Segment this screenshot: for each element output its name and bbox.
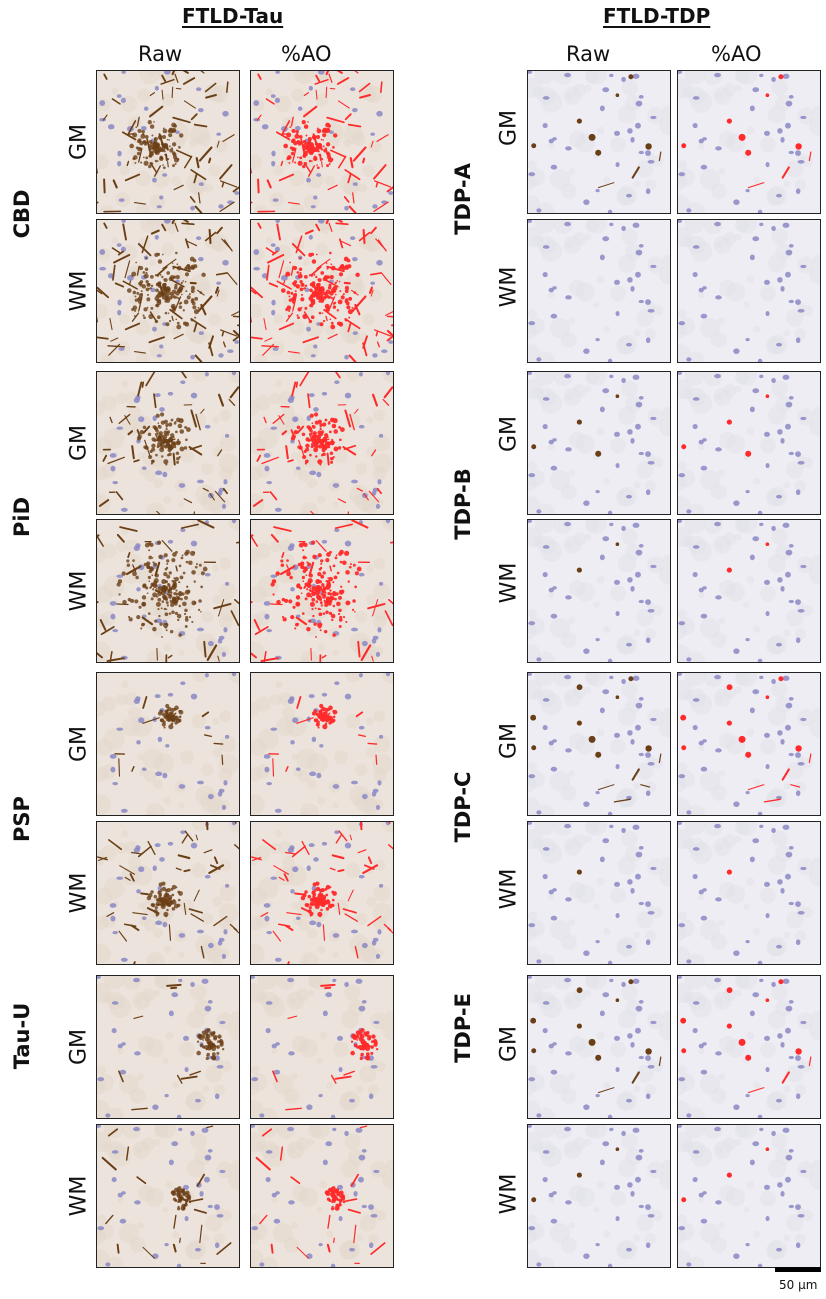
column-header-ao-tdp: %AO — [711, 42, 762, 66]
subrow-label-psp-wm: WM — [66, 872, 92, 914]
micrograph-tdp-b-gm-raw — [527, 371, 671, 515]
scale-bar-label: 50 µm — [779, 1278, 818, 1292]
group-title-ftld-tau: FTLD-Tau — [182, 4, 284, 28]
micrograph-tdp-e-gm-raw — [527, 975, 671, 1119]
subrow-label-pid-gm: GM — [66, 424, 92, 462]
micrograph-cbd-gm-ao — [250, 70, 394, 214]
row-label-tdp-b: TDP-B — [451, 468, 475, 540]
micrograph-tdp-c-gm-ao — [677, 672, 821, 816]
micrograph-tdp-b-wm-raw — [527, 519, 671, 663]
subrow-label-tdp-e-wm: WM — [496, 1173, 522, 1215]
row-label-tdp-e: TDP-E — [451, 993, 475, 1063]
subrow-label-tdp-b-wm: WM — [496, 562, 522, 604]
micrograph-tau-u-wm-ao — [250, 1124, 394, 1268]
micrograph-tdp-c-wm-raw — [527, 821, 671, 965]
micrograph-pid-wm-raw — [96, 519, 240, 663]
column-header-raw-tdp: Raw — [566, 42, 611, 66]
micrograph-tdp-a-gm-ao — [677, 70, 821, 214]
subrow-label-tdp-c-gm: GM — [496, 722, 522, 760]
micrograph-psp-wm-raw — [96, 821, 240, 965]
subrow-label-pid-wm: WM — [66, 570, 92, 612]
row-label-pid: PiD — [10, 496, 34, 538]
row-label-tdp-a: TDP-A — [451, 163, 475, 235]
micrograph-tau-u-wm-raw — [96, 1124, 240, 1268]
micrograph-tdp-e-wm-raw — [527, 1124, 671, 1268]
subrow-label-tau-u-gm: GM — [66, 1028, 92, 1066]
micrograph-tdp-c-wm-ao — [677, 821, 821, 965]
micrograph-pid-gm-ao — [250, 371, 394, 515]
micrograph-cbd-wm-raw — [96, 219, 240, 363]
group-title-ftld-tdp: FTLD-TDP — [603, 4, 711, 28]
subrow-label-psp-gm: GM — [66, 725, 92, 763]
micrograph-psp-gm-ao — [250, 672, 394, 816]
micrograph-pid-gm-raw — [96, 371, 240, 515]
micrograph-tdp-b-wm-ao — [677, 519, 821, 663]
micrograph-tdp-c-gm-raw — [527, 672, 671, 816]
micrograph-psp-gm-raw — [96, 672, 240, 816]
micrograph-tdp-a-gm-raw — [527, 70, 671, 214]
scale-bar — [775, 1267, 821, 1272]
micrograph-tdp-a-wm-ao — [677, 219, 821, 363]
micrograph-tdp-e-wm-ao — [677, 1124, 821, 1268]
subrow-label-cbd-wm: WM — [66, 270, 92, 312]
micrograph-tau-u-gm-raw — [96, 975, 240, 1119]
subrow-label-tdp-a-wm: WM — [496, 266, 522, 308]
subrow-label-cbd-gm: GM — [66, 123, 92, 161]
micrograph-tdp-a-wm-raw — [527, 219, 671, 363]
row-label-psp: PSP — [10, 796, 34, 842]
micrograph-tdp-e-gm-ao — [677, 975, 821, 1119]
row-label-cbd: CBD — [10, 189, 34, 239]
column-header-raw-tau: Raw — [138, 42, 183, 66]
micrograph-psp-wm-ao — [250, 821, 394, 965]
row-label-tau-u: Tau-U — [10, 1002, 34, 1070]
subrow-label-tau-u-wm: WM — [66, 1175, 92, 1217]
column-header-ao-tau: %AO — [281, 42, 332, 66]
subrow-label-tdp-e-gm: GM — [496, 1025, 522, 1063]
subrow-label-tdp-a-gm: GM — [496, 109, 522, 147]
subrow-label-tdp-b-gm: GM — [496, 415, 522, 453]
micrograph-cbd-gm-raw — [96, 70, 240, 214]
micrograph-pid-wm-ao — [250, 519, 394, 663]
row-label-tdp-c: TDP-C — [451, 771, 475, 843]
micrograph-tau-u-gm-ao — [250, 975, 394, 1119]
micrograph-tdp-b-gm-ao — [677, 371, 821, 515]
subrow-label-tdp-c-wm: WM — [496, 868, 522, 910]
micrograph-cbd-wm-ao — [250, 219, 394, 363]
